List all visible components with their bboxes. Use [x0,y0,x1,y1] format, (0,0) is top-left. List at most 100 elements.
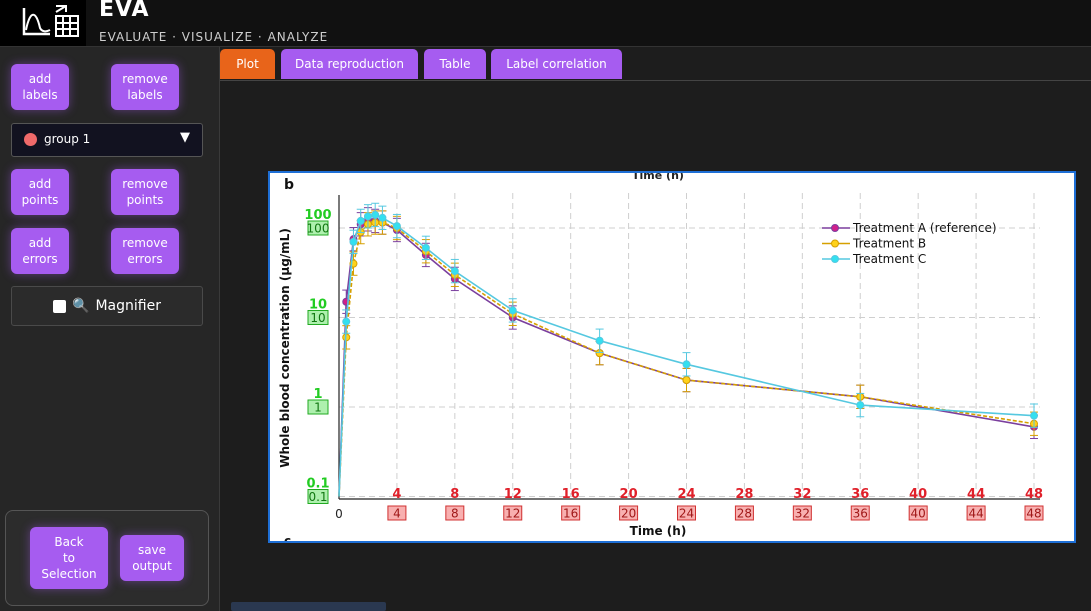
x-tick-label-digitized: 16 [563,507,578,521]
data-point [1030,411,1038,420]
top-cut-label: Time (h) [632,173,684,182]
y-tick-label-digitized: 100 [307,222,330,236]
x-tick-label-digitized: 40 [911,507,926,521]
x-tick-label-box [677,505,696,521]
x-tick-label-box [966,505,986,521]
data-point [342,317,351,326]
tab-data-reproduction[interactable]: Data reproduction [281,49,418,79]
data-point [356,216,365,225]
magnifier-toggle[interactable]: 🔍 Magnifier [11,286,203,326]
y-tick-label: 10 [309,298,327,313]
remove-labels-button[interactable]: remove labels [111,64,179,110]
chevron-down-icon: ▼ [180,130,190,145]
app-title: EVA [99,0,150,22]
x-tick-label: 0 [335,507,343,521]
eva-logo [0,0,86,46]
x-tick-label: 24 [677,487,695,502]
data-point [378,213,387,222]
x-tick-label-digitized: 28 [737,507,752,521]
tab-plot[interactable]: Plot [220,49,275,79]
pk-chart: Time (h)bc0.10.1111010100100044881212161… [278,173,1044,541]
x-tick-label-box [445,505,465,521]
x-tick-label: 32 [793,487,811,502]
panel-label: b [284,177,294,193]
x-tick-label: 8 [450,487,459,502]
data-point [682,360,691,369]
y-tick-label: 100 [304,208,331,223]
y-tick-label-box [307,310,329,325]
x-tick-label-box [561,505,581,521]
add-points-button[interactable]: add points [11,169,69,215]
app-subtitle: EVALUATE · VISUALIZE · ANALYZE [99,30,329,44]
magnifier-label: Magnifier [95,298,161,314]
x-tick-label-box [1024,505,1044,521]
x-tick-label-digitized: 44 [968,507,983,521]
x-tick-label-box [908,505,928,521]
x-tick-label-box [387,505,407,521]
bottom-actions-panel: Back to Selection save output [5,510,209,606]
x-tick-label: 48 [1025,487,1043,502]
data-point [595,336,604,345]
x-tick-label-digitized: 12 [505,507,520,521]
group-color-dot [24,133,37,146]
app-header: EVA EVALUATE · VISUALIZE · ANALYZE [0,0,1091,47]
y-tick-label-box [307,399,329,415]
chart-table-icon [22,5,79,37]
data-point [363,212,372,221]
x-tick-label: 44 [967,487,985,502]
y-tick-label: 0.1 [306,477,329,492]
x-axis-label: Time (h) [630,524,687,538]
x-tick-label-digitized: 24 [679,507,694,521]
y-tick-label-digitized: 10 [310,311,325,325]
x-tick-label-digitized: 20 [621,507,636,521]
x-tick-label: 28 [735,487,753,502]
legend-label: Treatment B [852,237,926,251]
x-tick-label-digitized: 48 [1026,507,1041,521]
data-point [421,243,430,252]
x-tick-label-box [850,505,870,521]
x-tick-label-digitized: 8 [451,507,459,521]
data-point [371,210,380,219]
x-tick-label-box [792,505,812,521]
status-bar [231,602,386,611]
tab-bar: Plot Data reproduction Table Label corre… [220,47,1091,81]
sidebar: add labels remove labels group 1 ▼ add p… [0,47,220,611]
y-tick-label: 1 [313,387,322,402]
add-errors-button[interactable]: add errors [11,228,69,274]
y-axis-label: Whole blood concentration (µg/mL) [278,228,292,468]
bottom-cut-label: c [284,534,291,541]
tab-table[interactable]: Table [424,49,486,79]
save-output-button[interactable]: save output [120,535,184,581]
x-tick-label-box [619,505,639,521]
x-tick-label: 40 [909,487,927,502]
legend-label: Treatment A (reference) [852,221,997,235]
data-point [508,306,517,315]
group-select[interactable]: group 1 ▼ [11,123,203,157]
magnifier-icon: 🔍 [72,298,90,314]
x-tick-label-box [503,505,523,521]
group-select-value: group 1 [44,132,91,146]
remove-points-button[interactable]: remove points [111,169,179,215]
y-tick-label-box [307,489,329,504]
back-to-selection-button[interactable]: Back to Selection [30,527,108,589]
y-tick-label-digitized: 0.1 [308,490,327,504]
tab-label-correlation[interactable]: Label correlation [491,49,622,79]
legend-marker [831,255,839,263]
y-tick-label-digitized: 1 [314,401,322,415]
remove-errors-button[interactable]: remove errors [111,228,179,274]
x-tick-label-box [734,505,754,521]
plot-canvas[interactable]: Time (h) b c 0.1 0.1 1 1 10 10 100 100 0 4 4 8 8 12 12 16 1… [268,171,1076,543]
x-tick-label: 12 [504,487,522,502]
data-point [392,222,401,231]
x-tick-label: 20 [620,487,638,502]
x-tick-label-digitized: 36 [853,507,868,521]
legend-label: Treatment C [852,252,926,266]
x-tick-label: 4 [392,487,401,502]
add-labels-button[interactable]: add labels [11,64,69,110]
magnifier-checkbox[interactable] [53,299,67,313]
x-tick-label: 16 [562,487,580,502]
data-point [450,267,459,276]
x-tick-label: 36 [851,487,869,502]
data-point [682,376,691,385]
data-point [349,237,358,246]
